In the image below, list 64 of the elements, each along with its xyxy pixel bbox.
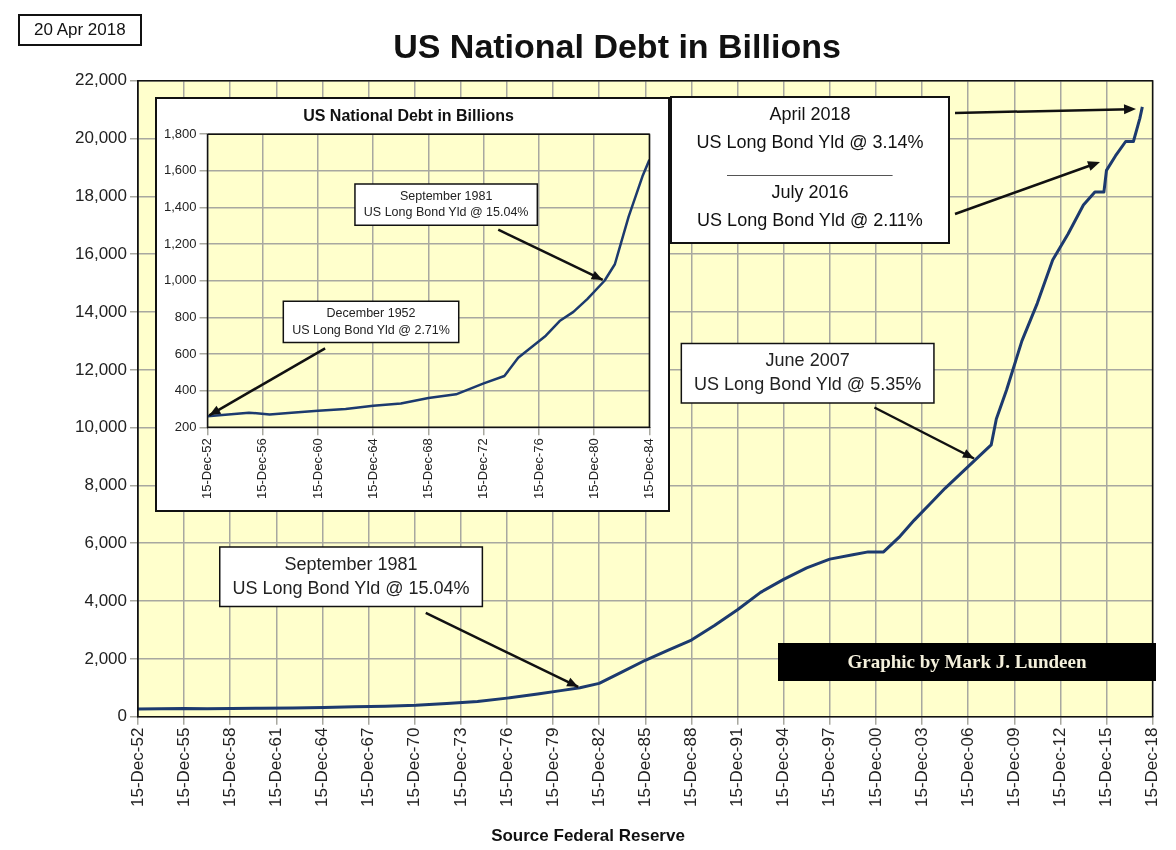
y-tick-label: 1,200 <box>163 235 197 251</box>
y-tick-label: 1,400 <box>163 199 197 215</box>
y-tick-label: 12,000 <box>75 359 127 379</box>
chart-title: US National Debt in Billions <box>393 26 841 65</box>
x-tick-label: 15-Dec-80 <box>585 438 601 500</box>
x-tick-label: 15-Dec-82 <box>588 727 608 807</box>
x-tick-label: 15-Dec-97 <box>819 727 839 807</box>
y-tick-label: 600 <box>174 345 197 361</box>
annotation: September 1981 US Long Bond Yld @ 15.04% <box>232 553 470 598</box>
x-tick-label: 15-Dec-03 <box>911 727 931 807</box>
x-tick-label: 15-Dec-56 <box>254 438 270 500</box>
x-tick-label: 15-Dec-09 <box>1003 727 1023 807</box>
x-tick-label: 15-Dec-15 <box>1096 727 1116 807</box>
x-tick-label: 15-Dec-85 <box>634 727 654 807</box>
x-tick-label: 15-Dec-76 <box>530 438 546 500</box>
x-tick-label: 15-Dec-64 <box>312 727 332 807</box>
chart-title: US National Debt in Billions <box>303 107 514 125</box>
x-tick-label: 15-Dec-58 <box>219 727 239 807</box>
x-tick-label: 15-Dec-12 <box>1050 727 1070 807</box>
y-tick-label: 200 <box>174 418 197 434</box>
x-tick-label: 15-Dec-68 <box>420 438 436 500</box>
y-tick-label: 20,000 <box>75 128 127 148</box>
annotation: September 1981 US Long Bond Yld @ 15.04% <box>363 188 529 220</box>
y-tick-label: 1,800 <box>163 125 197 141</box>
annotation: July 2016 US Long Bond Yld @ 2.11% <box>696 181 924 232</box>
x-tick-label: 15-Dec-52 <box>127 727 147 807</box>
y-tick-label: 22,000 <box>75 70 127 90</box>
x-tick-label: 15-Dec-73 <box>450 727 470 807</box>
x-tick-label: 15-Dec-06 <box>957 727 977 807</box>
x-tick-label: 15-Dec-94 <box>773 727 793 807</box>
x-tick-label: 15-Dec-61 <box>266 727 286 807</box>
y-tick-label: 16,000 <box>75 243 127 263</box>
x-tick-label: 15-Dec-55 <box>173 727 193 807</box>
x-tick-label: 15-Dec-67 <box>358 727 378 807</box>
y-tick-label: 6,000 <box>84 532 127 552</box>
x-tick-label: 15-Dec-84 <box>640 438 656 500</box>
y-tick-label: 1,600 <box>163 162 197 178</box>
y-tick-label: 4,000 <box>84 590 127 610</box>
y-tick-label: 2,000 <box>84 648 127 668</box>
x-tick-label: 15-Dec-60 <box>309 438 325 500</box>
y-tick-label: 10,000 <box>75 417 127 437</box>
annotation: June 2007 US Long Bond Yld @ 5.35% <box>694 350 922 395</box>
source-note: Source Federal Reserve <box>490 826 686 846</box>
y-tick-label: 0 <box>117 706 127 726</box>
text: 20 Apr 2018 <box>18 14 142 46</box>
x-tick-label: 15-Dec-64 <box>364 438 380 500</box>
x-tick-label: 15-Dec-52 <box>199 438 215 500</box>
y-tick-label: 1,000 <box>163 272 197 288</box>
y-tick-label: 14,000 <box>75 301 127 321</box>
x-tick-label: 15-Dec-88 <box>681 727 701 807</box>
annotation: April 2018 US Long Bond Yld @ 3.14% <box>695 103 925 154</box>
y-tick-label: 8,000 <box>84 475 127 495</box>
x-tick-label: 15-Dec-76 <box>496 727 516 807</box>
annotation: December 1952 US Long Bond Yld @ 2.71% <box>292 305 450 337</box>
y-tick-label: 400 <box>174 382 197 398</box>
x-tick-label: 15-Dec-91 <box>727 727 747 807</box>
x-tick-label: 15-Dec-00 <box>865 727 885 807</box>
x-tick-label: 15-Dec-70 <box>404 727 424 807</box>
y-tick-label: 800 <box>174 308 197 324</box>
y-tick-label: 18,000 <box>75 186 127 206</box>
x-tick-label: 15-Dec-79 <box>542 727 562 807</box>
x-tick-label: 15-Dec-72 <box>475 438 491 500</box>
credit-banner: Graphic by Mark J. Lundeen <box>778 643 1156 681</box>
x-tick-label: 15-Dec-18 <box>1142 727 1162 807</box>
